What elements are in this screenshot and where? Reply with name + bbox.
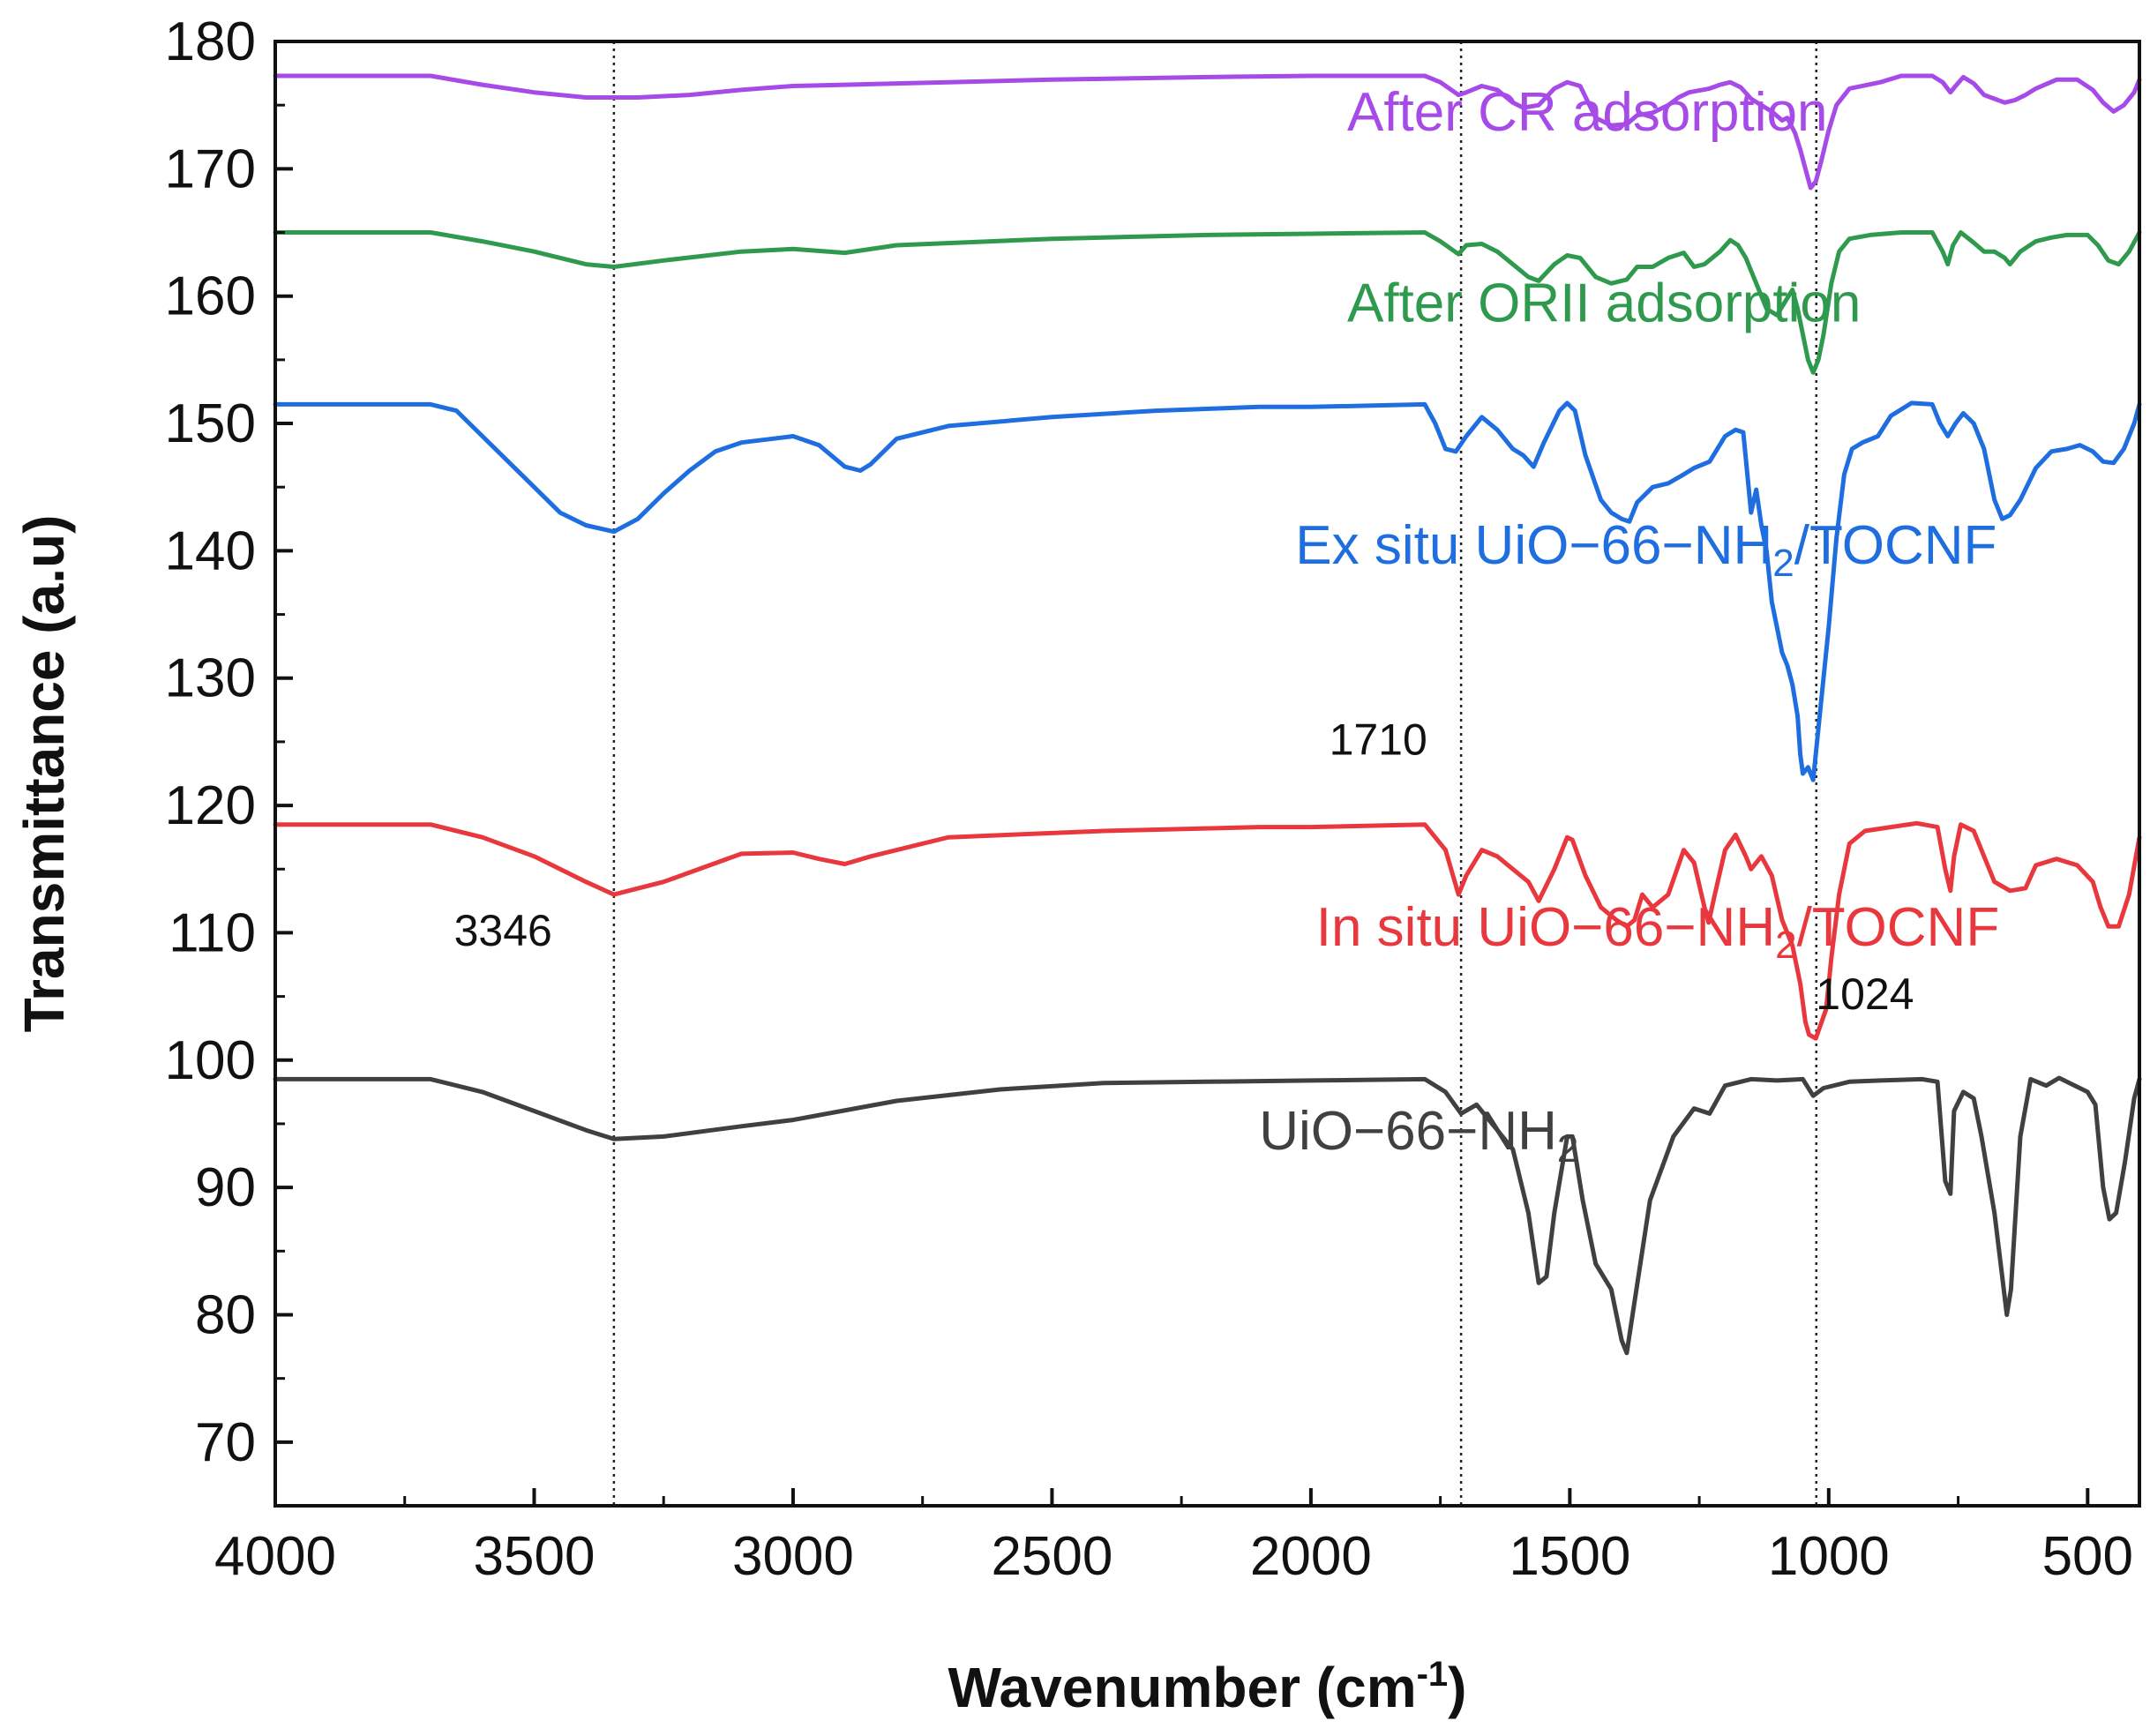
peak-label-1710: 1710 — [1330, 715, 1427, 764]
series-label-subscript: 2 — [1775, 924, 1796, 967]
series-label-3: After ORII adsorption — [1347, 273, 1861, 334]
y-tick-label: 140 — [165, 520, 256, 581]
series-label-main: Ex situ UiO−66−NH — [1295, 515, 1772, 576]
y-tick-label: 170 — [165, 138, 256, 199]
x-tick-label: 4000 — [214, 1526, 336, 1587]
y-tick-label: 70 — [195, 1412, 256, 1473]
series-label-4: After CR adsorption — [1347, 82, 1827, 143]
series-label-subscript: 2 — [1772, 542, 1794, 585]
x-axis-title-end: ) — [1448, 1656, 1466, 1719]
y-tick-label: 80 — [195, 1284, 256, 1345]
peak-label-1024: 1024 — [1816, 969, 1914, 1019]
y-tick-label: 130 — [165, 648, 256, 709]
series-line-1 — [273, 820, 2142, 1041]
peak-labels: 3346 1710 1024 — [454, 715, 1914, 1019]
x-axis-title-main: Wavenumber (cm — [948, 1656, 1417, 1719]
x-tick-label: 1500 — [1509, 1526, 1630, 1587]
x-tick-label: 2500 — [991, 1526, 1112, 1587]
x-tick-label: 500 — [2042, 1526, 2133, 1587]
series-label-main: In situ UiO−66−NH — [1316, 897, 1775, 958]
x-axis-title: Wavenumber (cm-1) — [948, 1655, 1467, 1719]
series-label-main: After CR adsorption — [1347, 82, 1827, 143]
x-tick-label: 2000 — [1250, 1526, 1372, 1587]
x-tick-label: 3500 — [474, 1526, 596, 1587]
y-tick-label: 90 — [195, 1157, 256, 1218]
series-line-0 — [273, 1075, 2142, 1356]
series-label-subscript: 2 — [1557, 1127, 1578, 1171]
y-tick-label: 120 — [165, 775, 256, 836]
series-label-suffix: /TOCNF — [1794, 515, 1997, 576]
series-label-main: After ORII adsorption — [1347, 273, 1861, 334]
series-line-3 — [273, 230, 2142, 375]
spectra-curves — [273, 73, 2142, 1356]
peak-label-3346: 3346 — [454, 906, 552, 955]
y-tick-label: 160 — [165, 266, 256, 327]
y-tick-label: 180 — [165, 11, 256, 72]
series-label-0: UiO−66−NH2 — [1259, 1101, 1578, 1171]
y-tick-label: 100 — [165, 1030, 256, 1091]
x-tick-label: 3000 — [732, 1526, 854, 1587]
series-label-suffix: /TOCNF — [1797, 897, 2000, 958]
y-tick-label: 110 — [169, 902, 256, 963]
x-axis-title-superscript: -1 — [1417, 1655, 1449, 1694]
y-axis-ticks: 70 80 90 100 110 120 130 140 150 160 170 180 — [165, 11, 293, 1473]
series-line-4 — [273, 73, 2142, 191]
series-line-2 — [273, 400, 2142, 782]
series-label-main: UiO−66−NH — [1259, 1101, 1557, 1162]
series-label-2: Ex situ UiO−66−NH2/TOCNF — [1295, 515, 1996, 585]
series-label-1: In situ UiO−66−NH2/TOCNF — [1316, 897, 1999, 967]
x-axis-ticks: 4000 3500 3000 2500 2000 1500 1000 500 — [214, 1488, 2133, 1587]
y-axis-title: Transmittance (a.u) — [12, 515, 76, 1033]
y-tick-label: 150 — [165, 393, 256, 454]
x-tick-label: 1000 — [1768, 1526, 1890, 1587]
plot-frame — [273, 40, 2141, 1508]
